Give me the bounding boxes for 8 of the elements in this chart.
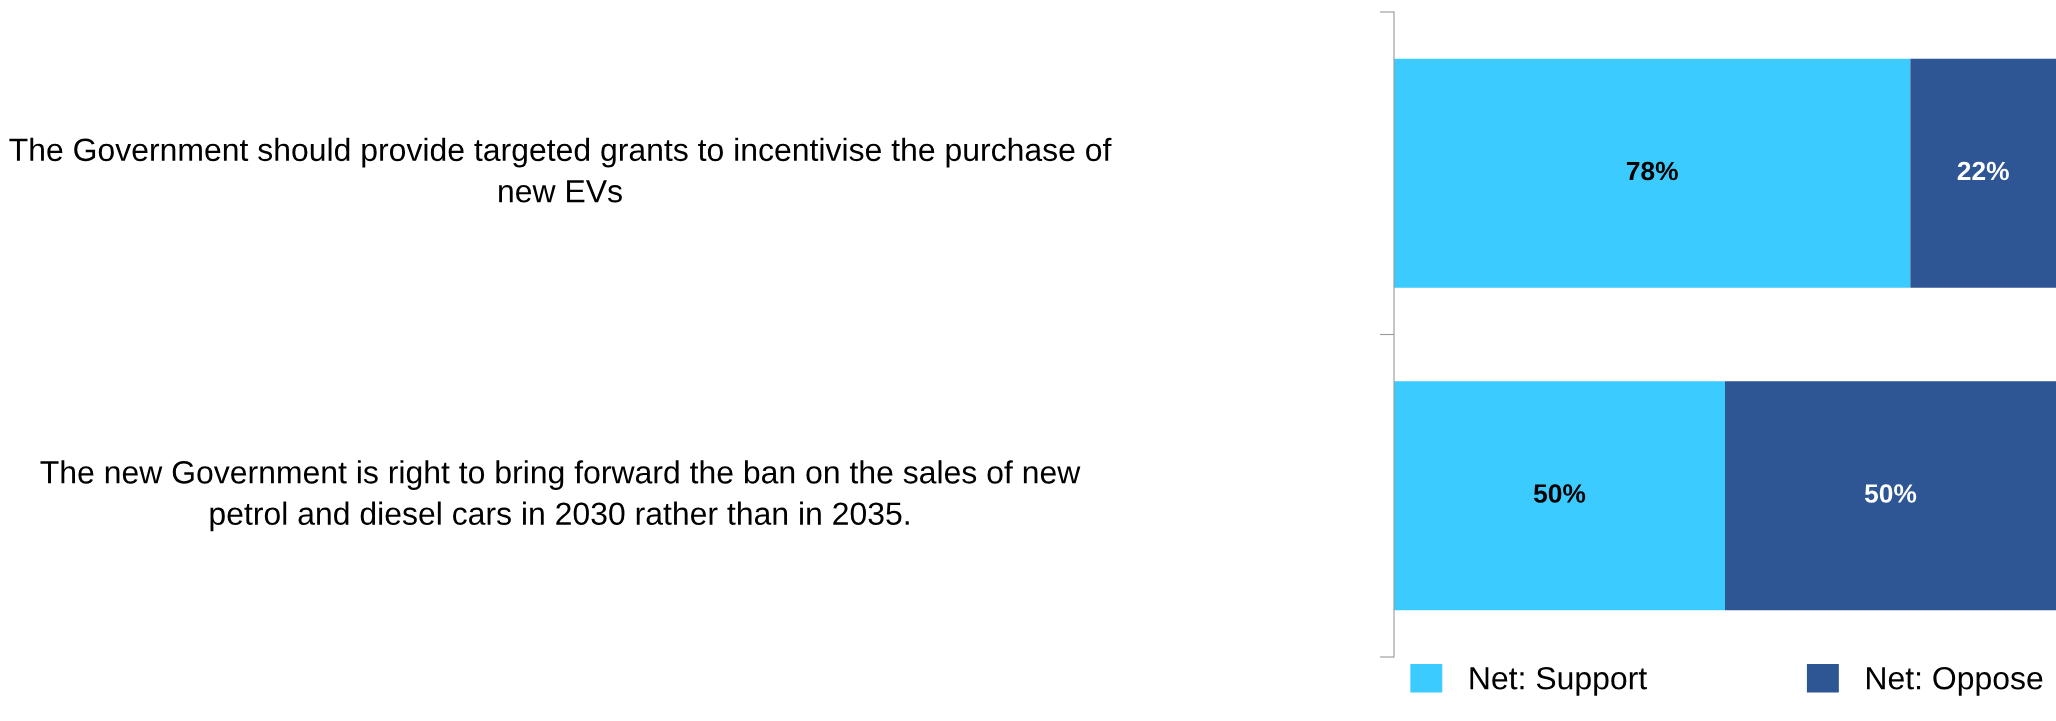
data-label: 78% <box>1626 161 1678 181</box>
y-tick-label: The new Government is right to bring forward the ban on the sales of new petrol and diesel cars in 2030 rather than in 2035. <box>40 460 1081 532</box>
data-label: 50% <box>1864 484 1917 503</box>
y-tick-label: The Government should provide targeted grants to incentivise the purchase of new EVs <box>9 137 1112 203</box>
legend-label: Net: Support <box>1470 666 1647 696</box>
legend-label: Net: Oppose <box>1867 666 2043 696</box>
data-label: 22% <box>1957 161 2009 181</box>
data-label: 50% <box>1533 484 1586 503</box>
